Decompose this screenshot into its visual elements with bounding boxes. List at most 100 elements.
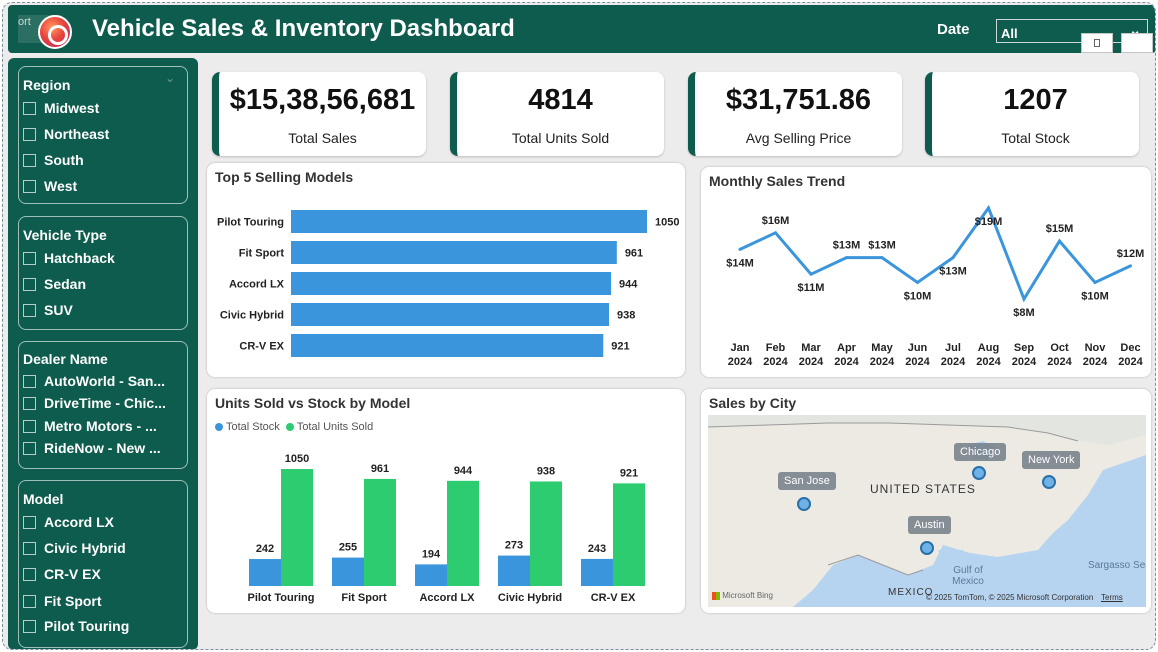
- slicer-item-label: RideNow - New ...: [44, 440, 161, 456]
- monthly-trend-chart: $14M Jan 2024 $16M Feb 2024 $11M Mar 2024 $13M Apr…: [726, 204, 1145, 368]
- map-terms-link[interactable]: Terms: [1101, 593, 1123, 602]
- map-sea-label: Sargasso Sea: [1088, 560, 1146, 571]
- kpi-value: $31,751.86: [725, 84, 872, 116]
- data-label: 938: [617, 310, 635, 322]
- checkbox[interactable]: [23, 619, 36, 633]
- tick-label-year: 2024: [728, 356, 753, 368]
- monthly-trend-title: Monthly Sales Trend: [709, 173, 846, 189]
- checkbox[interactable]: [23, 153, 36, 167]
- tick-label-month: Jan: [731, 342, 750, 354]
- slicer-item-dealer[interactable]: AutoWorld - San...: [23, 371, 165, 391]
- checkbox[interactable]: [23, 567, 36, 581]
- tick-label-year: 2024: [834, 356, 859, 368]
- checkbox[interactable]: [23, 101, 36, 115]
- focus-mode-button[interactable]: [1081, 33, 1113, 53]
- category-label: Fit Sport: [239, 248, 285, 260]
- units-sold-bar: [530, 481, 562, 586]
- legend-label: Total Units Sold: [296, 421, 374, 433]
- units-vs-stock-title: Units Sold vs Stock by Model: [215, 395, 411, 411]
- checkbox[interactable]: [23, 594, 36, 608]
- kpi-total-stock: 1207 Total Stock: [925, 72, 1139, 156]
- kpi-label: Total Sales: [288, 130, 357, 146]
- city-bubble-austin[interactable]: [920, 541, 934, 555]
- data-label: 1050: [655, 217, 679, 229]
- slicer-item-label: Metro Motors - ...: [44, 418, 157, 434]
- checkbox[interactable]: [23, 374, 36, 388]
- map-gulf-label: Gulf of Mexico: [952, 565, 984, 587]
- data-label: 944: [454, 465, 473, 477]
- slicer-item-midwest[interactable]: Midwest: [23, 98, 99, 118]
- slicer-item-accord-lx[interactable]: Accord LX: [23, 512, 114, 532]
- region-slicer: ⌄: [18, 66, 188, 204]
- checkbox[interactable]: [23, 277, 36, 291]
- slicer-item-fit-sport[interactable]: Fit Sport: [23, 591, 102, 611]
- checkbox[interactable]: [23, 251, 36, 265]
- slicer-item-hatchback[interactable]: Hatchback: [23, 248, 115, 268]
- map-country-label: UNITED STATES: [870, 482, 976, 496]
- slicer-item-pilot-touring[interactable]: Pilot Touring: [23, 616, 129, 636]
- slicer-item-sedan[interactable]: Sedan: [23, 274, 86, 294]
- checkbox[interactable]: [23, 396, 36, 410]
- slicer-item-label: Civic Hybrid: [44, 540, 126, 556]
- data-label: $12M: [1117, 248, 1145, 260]
- units-sold-bar: [447, 480, 479, 586]
- legend-item-stock[interactable]: Total Stock: [215, 421, 280, 433]
- tick-label-year: 2024: [763, 356, 788, 368]
- slicer-item-northeast[interactable]: Northeast: [23, 124, 109, 144]
- tick-label-month: Jul: [945, 342, 961, 354]
- slicer-item-dealer[interactable]: Metro Motors - ...: [23, 416, 157, 436]
- category-label: Civic Hybrid: [498, 592, 562, 604]
- checkbox[interactable]: [23, 515, 36, 529]
- map-mexico-label: MEXICO: [888, 587, 934, 598]
- kpi-value: $15,38,56,681: [229, 84, 416, 116]
- data-point: [1058, 239, 1061, 243]
- category-label: Pilot Touring: [247, 592, 314, 604]
- slicer-item-civic-hybrid[interactable]: Civic Hybrid: [23, 538, 126, 558]
- stock-bar: [415, 564, 447, 586]
- kpi-total-units-sold: 4814 Total Units Sold: [450, 72, 664, 156]
- sales-by-city-title: Sales by City: [709, 395, 797, 411]
- category-label: Pilot Touring: [217, 217, 284, 229]
- city-bubble-chicago[interactable]: [972, 466, 986, 480]
- slicer-item-dealer[interactable]: DriveTime - Chic...: [23, 393, 166, 413]
- city-bubble-san-jose[interactable]: [797, 497, 811, 511]
- checkbox[interactable]: [23, 419, 36, 433]
- checkbox[interactable]: [23, 179, 36, 193]
- tick-label-month: Mar: [801, 342, 821, 354]
- chevron-down-icon: ⌄: [1129, 22, 1141, 38]
- more-options-button[interactable]: [1121, 33, 1153, 53]
- slicer-item-label: Pilot Touring: [44, 618, 130, 634]
- slicer-item-label: Sedan: [44, 276, 87, 292]
- data-label: 255: [339, 542, 357, 554]
- data-point: [951, 256, 955, 260]
- checkbox[interactable]: [23, 541, 36, 555]
- date-filter-dropdown[interactable]: All ⌄: [996, 19, 1148, 43]
- slicer-item-west[interactable]: West: [23, 176, 77, 196]
- slicer-item-label: Hatchback: [44, 250, 115, 266]
- slicer-item-suv[interactable]: SUV: [23, 300, 73, 320]
- slicer-item-cr-v-ex[interactable]: CR-V EX: [23, 564, 101, 584]
- data-label: 194: [422, 548, 441, 560]
- checkbox[interactable]: [23, 303, 36, 317]
- units-vs-stock-chart: 242 1050 Pilot Touring 255 961 Fit Sport 194 94…: [247, 453, 645, 604]
- city-bubble-new-york[interactable]: [1042, 475, 1056, 489]
- map-land: [708, 415, 1146, 607]
- slicer-item-south[interactable]: South: [23, 150, 84, 170]
- data-label: 243: [588, 543, 606, 555]
- legend-item-units-sold[interactable]: Total Units Sold: [285, 421, 374, 433]
- data-label: $16M: [762, 215, 790, 227]
- units-vs-stock-card: Units Sold vs Stock by Model Total Stock…: [207, 389, 685, 613]
- data-label: 921: [611, 341, 629, 353]
- trend-line: [739, 204, 1132, 303]
- slicer-item-dealer[interactable]: RideNow - New ...: [23, 438, 161, 458]
- sales-map[interactable]: UNITED STATES Gulf of Mexico Sargasso Se…: [708, 415, 1146, 607]
- data-label: 961: [371, 463, 389, 475]
- chevron-down-icon[interactable]: ⌄: [164, 71, 175, 85]
- category-label: CR-V EX: [591, 592, 636, 604]
- slicer-item-label: SUV: [44, 302, 73, 318]
- dealer-slicer-title: Dealer Name: [23, 351, 108, 367]
- slicer-item-label: Northeast: [44, 126, 110, 142]
- checkbox[interactable]: [23, 127, 36, 141]
- checkbox[interactable]: [23, 441, 36, 455]
- legend-label: Total Stock: [226, 421, 280, 433]
